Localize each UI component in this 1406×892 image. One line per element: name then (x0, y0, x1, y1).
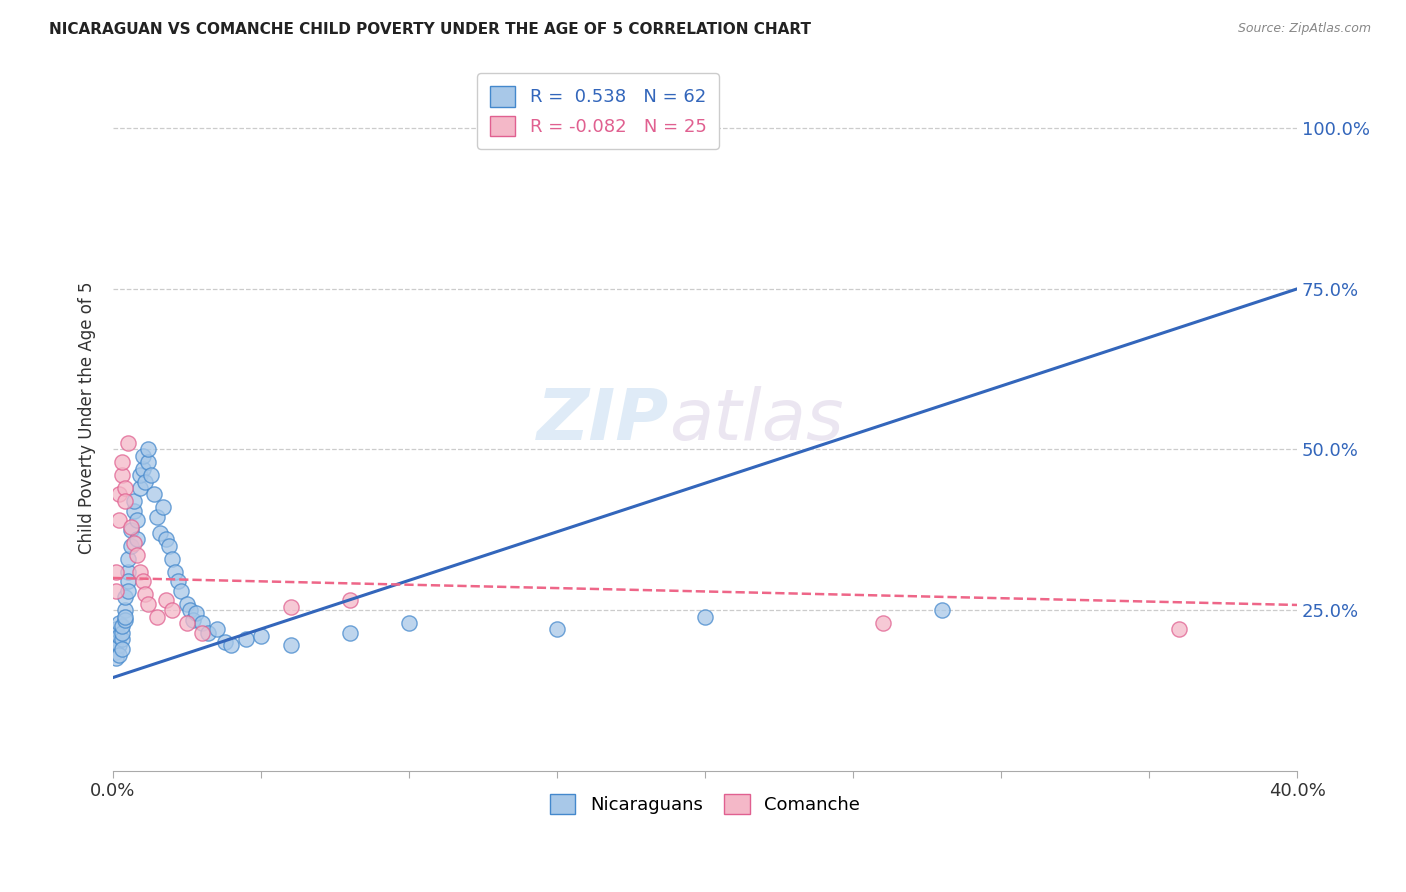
Point (931, 603, 953, 617)
Point (155, 593, 177, 607)
Point (131, 462, 153, 476)
Point (197, 625, 219, 640)
Point (111, 468, 134, 483)
Point (176, 615, 198, 630)
Point (134, 475, 156, 489)
Point (117, 574, 139, 589)
Point (120, 519, 142, 533)
Point (108, 513, 131, 527)
Point (157, 539, 180, 553)
Point (104, 635, 127, 649)
Point (138, 597, 160, 611)
Legend: Nicaraguans, Comanche: Nicaraguans, Comanche (540, 783, 870, 825)
Point (108, 639, 131, 653)
Point (146, 609, 169, 624)
Point (128, 468, 150, 483)
Point (122, 494, 145, 508)
Point (160, 551, 183, 566)
Point (122, 503, 145, 517)
Point (114, 603, 136, 617)
Point (280, 599, 302, 614)
Point (111, 625, 134, 640)
Point (179, 603, 201, 617)
Text: atlas: atlas (669, 386, 844, 456)
Point (114, 494, 136, 508)
Point (114, 591, 136, 605)
Point (167, 574, 190, 589)
Point (114, 609, 136, 624)
Point (176, 597, 198, 611)
Point (117, 565, 139, 579)
Point (108, 648, 131, 662)
Point (205, 623, 228, 637)
Point (190, 625, 212, 640)
Point (108, 487, 131, 501)
Point (165, 565, 187, 579)
Point (117, 436, 139, 450)
Point (149, 526, 172, 541)
Point (128, 565, 150, 579)
Point (108, 615, 131, 630)
Point (125, 533, 148, 547)
Point (131, 574, 153, 589)
Point (120, 523, 142, 537)
Point (138, 442, 160, 457)
Point (143, 487, 166, 501)
Point (128, 481, 150, 495)
Point (280, 639, 302, 653)
Point (104, 651, 127, 665)
Point (111, 641, 134, 656)
Point (190, 615, 212, 630)
Point (104, 645, 127, 659)
Point (117, 583, 139, 598)
Point (122, 535, 145, 549)
Point (1167, 623, 1189, 637)
Point (111, 455, 134, 469)
Point (134, 587, 156, 601)
Point (104, 623, 127, 637)
Point (114, 481, 136, 495)
Point (108, 629, 131, 643)
Text: Source: ZipAtlas.com: Source: ZipAtlas.com (1237, 22, 1371, 36)
Point (114, 613, 136, 627)
Point (339, 625, 361, 640)
Point (138, 455, 160, 469)
Text: ZIP: ZIP (537, 386, 669, 456)
Point (221, 639, 243, 653)
Point (181, 613, 204, 627)
Point (152, 500, 174, 515)
Point (125, 549, 148, 563)
Point (104, 583, 127, 598)
Point (546, 623, 568, 637)
Point (170, 583, 193, 598)
Text: NICARAGUAN VS COMANCHE CHILD POVERTY UNDER THE AGE OF 5 CORRELATION CHART: NICARAGUAN VS COMANCHE CHILD POVERTY UND… (49, 22, 811, 37)
Point (184, 607, 207, 621)
Point (235, 632, 257, 646)
Point (131, 449, 153, 463)
Point (125, 513, 148, 527)
Point (872, 615, 894, 630)
Point (111, 619, 134, 633)
Y-axis label: Child Poverty Under the Age of 5: Child Poverty Under the Age of 5 (79, 281, 96, 554)
Point (693, 609, 716, 624)
Point (146, 510, 169, 524)
Point (104, 565, 127, 579)
Point (117, 551, 139, 566)
Point (250, 629, 273, 643)
Point (111, 632, 134, 646)
Point (120, 539, 142, 553)
Point (141, 468, 163, 483)
Point (155, 533, 177, 547)
Point (339, 593, 361, 607)
Point (398, 615, 420, 630)
Point (214, 635, 236, 649)
Point (160, 603, 183, 617)
